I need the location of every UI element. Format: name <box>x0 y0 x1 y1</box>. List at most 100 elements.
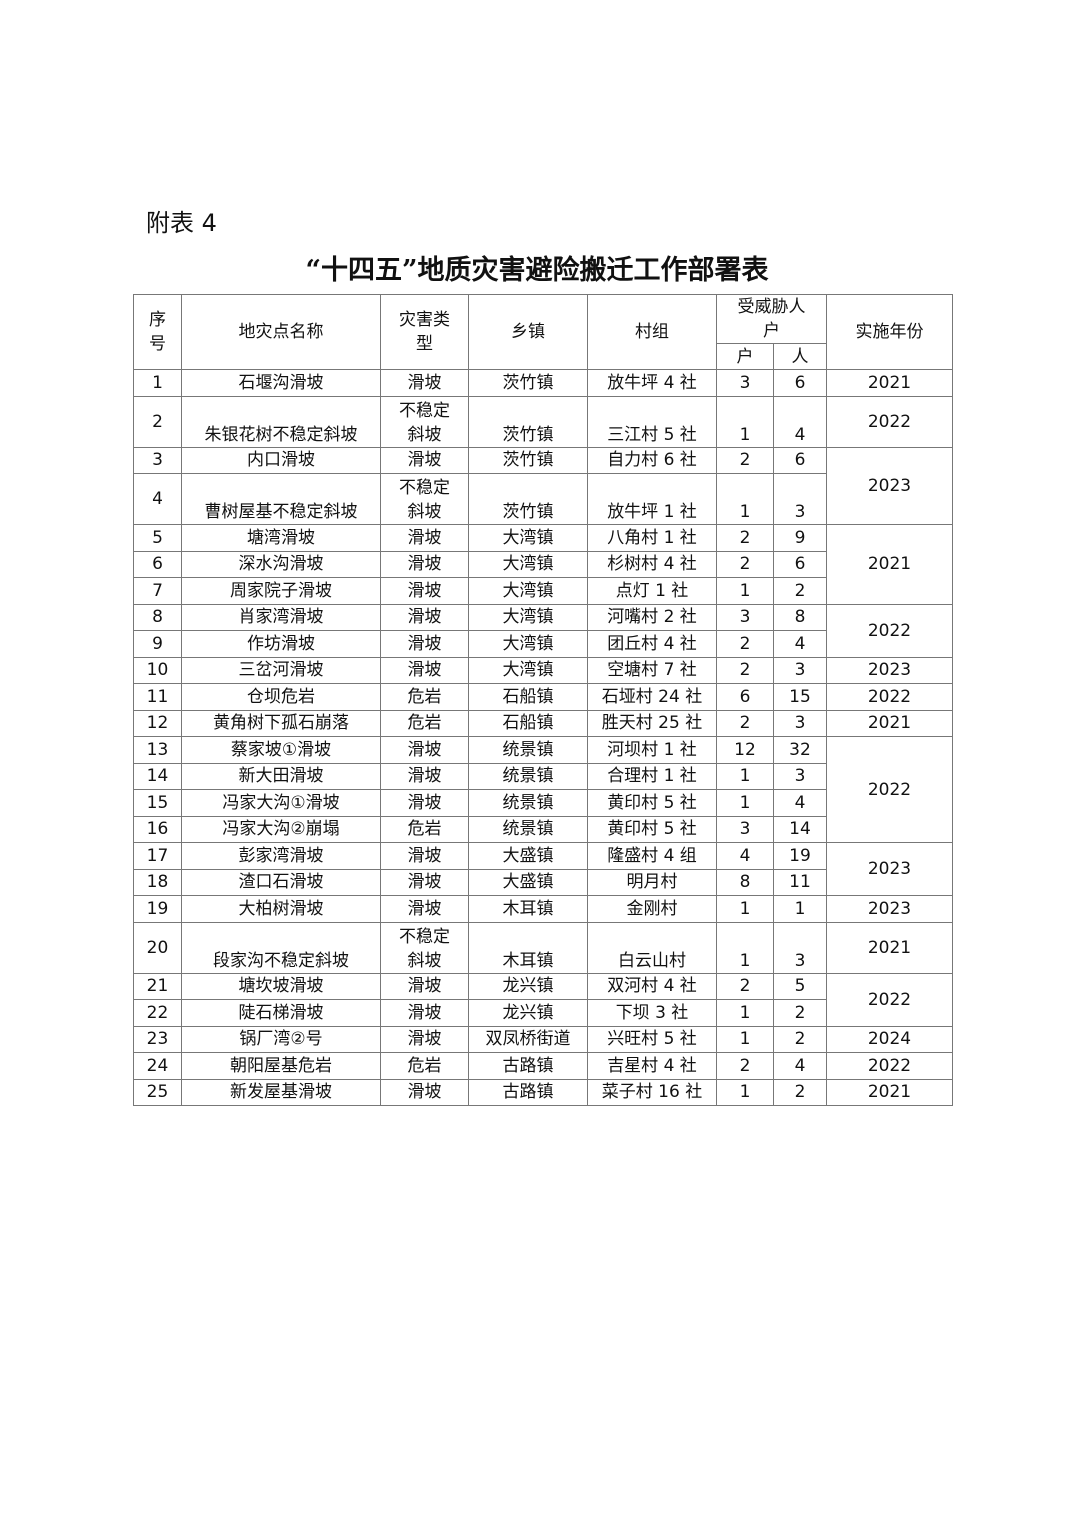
cell-households: 3 <box>716 815 774 843</box>
table-body: 1 石堰沟滑坡 滑坡 茨竹镇 放牛坪 4 社 3 6 2021 2 朱银花树不稳定斜坡 不稳定斜坡茨… <box>133 369 953 1106</box>
cell-type: 滑坡 <box>380 603 469 631</box>
cell-name: 周家院子滑坡 <box>181 577 381 605</box>
cell-name: 三岔河滑坡 <box>181 656 381 684</box>
cell-town: 古路镇 <box>468 1052 588 1080</box>
cell-no: 8 <box>133 603 182 631</box>
cell-no: 24 <box>133 1052 182 1080</box>
cell-type: 滑坡 <box>380 999 469 1027</box>
cell-town: 茨竹镇 <box>468 369 588 397</box>
cell-year: 2021 <box>826 369 953 397</box>
cell-year: 2022 <box>826 1052 953 1080</box>
header-type: 灾害类型 <box>380 294 469 370</box>
cell-village: 合理村 1 社 <box>587 762 717 790</box>
cell-town: 大湾镇 <box>468 550 588 578</box>
cell-households: 1 <box>716 895 774 923</box>
cell-name: 仓坝危岩 <box>181 683 381 711</box>
cell-people: 6 <box>773 550 827 578</box>
cell-no: 20 <box>133 921 182 974</box>
cell-name: 大柏树滑坡 <box>181 895 381 923</box>
cell-type: 危岩 <box>380 1052 469 1080</box>
cell-village: 放牛坪 4 社 <box>587 369 717 397</box>
cell-no: 16 <box>133 815 182 843</box>
cell-village: 三江村 5 社 <box>587 395 717 448</box>
cell-people: 4 <box>773 1052 827 1080</box>
cell-no: 7 <box>133 577 182 605</box>
table-row: 1 石堰沟滑坡 滑坡 茨竹镇 放牛坪 4 社 3 6 2021 <box>133 369 953 397</box>
cell-town: 大湾镇 <box>468 656 588 684</box>
cell-people: 2 <box>773 999 827 1027</box>
cell-type: 滑坡 <box>380 789 469 817</box>
header-town: 乡镇 <box>468 294 588 370</box>
cell-households: 12 <box>716 736 774 764</box>
cell-households: 3 <box>716 369 774 397</box>
cell-name: 朝阳屋基危岩 <box>181 1052 381 1080</box>
cell-households: 2 <box>716 972 774 1000</box>
cell-no: 13 <box>133 736 182 764</box>
cell-town: 大湾镇 <box>468 630 588 658</box>
cell-town: 龙兴镇 <box>468 999 588 1027</box>
cell-town: 大湾镇 <box>468 577 588 605</box>
cell-people: 14 <box>773 815 827 843</box>
cell-year: 2021 <box>826 524 953 605</box>
cell-type: 不稳定斜坡 <box>380 395 469 448</box>
cell-village: 放牛坪 1 社 <box>587 473 717 525</box>
cell-name: 朱银花树不稳定斜坡 <box>181 395 381 448</box>
cell-town: 大盛镇 <box>468 868 588 896</box>
cell-village: 菜子村 16 社 <box>587 1078 717 1106</box>
cell-name: 黄角树下孤石崩落 <box>181 709 381 737</box>
cell-households: 1 <box>716 395 774 448</box>
cell-people: 3 <box>773 762 827 790</box>
cell-people: 2 <box>773 577 827 605</box>
cell-village: 吉星村 4 社 <box>587 1052 717 1080</box>
cell-type: 危岩 <box>380 709 469 737</box>
cell-people: 3 <box>773 473 827 525</box>
table-row: 11 仓坝危岩 危岩 石船镇 石垭村 24 社 6 15 2022 <box>133 683 953 711</box>
cell-people: 4 <box>773 395 827 448</box>
cell-households: 1 <box>716 473 774 525</box>
cell-people: 3 <box>773 921 827 974</box>
cell-no: 22 <box>133 999 182 1027</box>
table-row: 24 朝阳屋基危岩 危岩 古路镇 吉星村 4 社 2 4 2022 <box>133 1052 953 1080</box>
cell-no: 12 <box>133 709 182 737</box>
cell-people: 32 <box>773 736 827 764</box>
cell-no: 21 <box>133 972 182 1000</box>
cell-households: 2 <box>716 524 774 552</box>
cell-town: 古路镇 <box>468 1078 588 1106</box>
cell-village: 自力村 6 社 <box>587 446 717 474</box>
cell-name: 冯家大沟①滑坡 <box>181 789 381 817</box>
cell-name: 新发屋基滑坡 <box>181 1078 381 1106</box>
cell-households: 4 <box>716 842 774 870</box>
cell-households: 2 <box>716 1052 774 1080</box>
cell-type: 滑坡 <box>380 842 469 870</box>
cell-type: 滑坡 <box>380 369 469 397</box>
cell-people: 6 <box>773 446 827 474</box>
cell-year: 2021 <box>826 1078 953 1106</box>
table-row: 19 大柏树滑坡 滑坡 木耳镇 金刚村 1 1 2023 <box>133 895 953 923</box>
table-row: 25 新发屋基滑坡 滑坡 古路镇 菜子村 16 社 1 2 2021 <box>133 1078 953 1106</box>
table-row: 8 肖家湾滑坡 滑坡 大湾镇 河嘴村 2 社 3 8 2022 <box>133 603 953 658</box>
cell-type: 危岩 <box>380 683 469 711</box>
cell-name: 新大田滑坡 <box>181 762 381 790</box>
cell-no: 14 <box>133 762 182 790</box>
cell-people: 3 <box>773 709 827 737</box>
table-row: 20 段家沟不稳定斜坡 不稳定斜坡 木耳镇 白云山村 1 3 2021 <box>133 921 953 974</box>
cell-no: 11 <box>133 683 182 711</box>
cell-households: 1 <box>716 921 774 974</box>
cell-village: 双河村 4 社 <box>587 972 717 1000</box>
cell-village: 河嘴村 2 社 <box>587 603 717 631</box>
cell-no: 23 <box>133 1025 182 1053</box>
cell-village: 金刚村 <box>587 895 717 923</box>
cell-village: 白云山村 <box>587 921 717 974</box>
cell-village: 兴旺村 5 社 <box>587 1025 717 1053</box>
cell-town: 茨竹镇 <box>468 473 588 525</box>
cell-type: 滑坡 <box>380 762 469 790</box>
cell-village: 杉树村 4 社 <box>587 550 717 578</box>
cell-people: 2 <box>773 1078 827 1106</box>
cell-name: 塘湾滑坡 <box>181 524 381 552</box>
table-row: 3 内口滑坡 滑坡 茨竹镇 自力村 6 社 2 6 2023 <box>133 446 953 525</box>
cell-town: 大湾镇 <box>468 603 588 631</box>
cell-people: 9 <box>773 524 827 552</box>
cell-town: 木耳镇 <box>468 921 588 974</box>
